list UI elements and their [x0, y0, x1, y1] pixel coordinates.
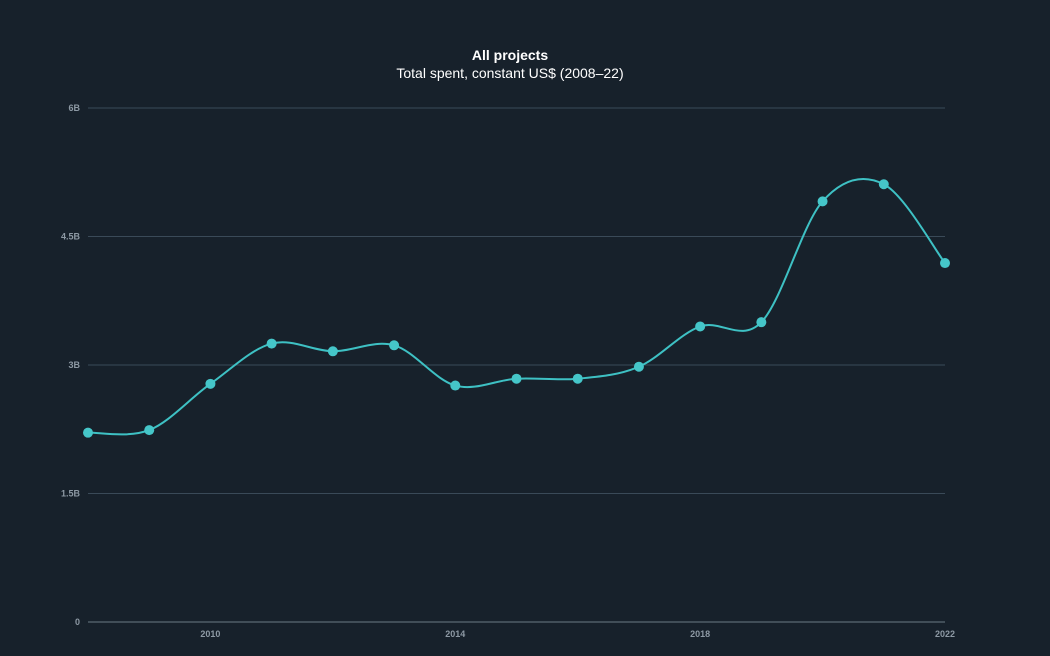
y-axis-ticks: 0 1.5B 3B 4.5B 6B	[61, 103, 81, 627]
y-tick-label: 6B	[68, 103, 80, 113]
data-point-2018[interactable]	[695, 321, 706, 332]
x-tick-label: 2022	[935, 629, 955, 639]
data-point-2013[interactable]	[389, 340, 400, 351]
chart-subtitle: Total spent, constant US$ (2008–22)	[396, 65, 624, 81]
x-tick-label: 2010	[200, 629, 220, 639]
y-tick-label: 3B	[68, 360, 80, 370]
data-point-2017[interactable]	[633, 361, 644, 372]
data-point-2014[interactable]	[450, 380, 461, 391]
data-point-2019[interactable]	[756, 317, 767, 328]
chart-header: All projects Total spent, constant US$ (…	[0, 46, 1020, 82]
data-point-2021[interactable]	[878, 179, 889, 190]
data-point-2016[interactable]	[572, 373, 583, 384]
y-tick-label: 4.5B	[61, 232, 81, 242]
x-tick-label: 2018	[690, 629, 710, 639]
chart-title: All projects	[471, 47, 549, 63]
x-axis-ticks: 2010 2014 2018 2022	[200, 629, 955, 639]
x-tick-label: 2014	[445, 629, 465, 639]
data-point-2011[interactable]	[266, 338, 277, 349]
data-point-2012[interactable]	[327, 346, 338, 357]
data-point-2009[interactable]	[144, 425, 155, 436]
data-point-2015[interactable]	[511, 373, 522, 384]
data-point-2008[interactable]	[83, 427, 93, 438]
gridlines	[88, 107, 945, 623]
data-point-2020[interactable]	[817, 196, 828, 207]
series-line-total-spent	[87, 178, 946, 436]
data-points	[83, 179, 950, 438]
data-point-2022[interactable]	[940, 258, 950, 269]
y-tick-label: 0	[75, 617, 80, 627]
y-tick-label: 1.5B	[61, 489, 81, 499]
data-point-2010[interactable]	[205, 378, 216, 389]
